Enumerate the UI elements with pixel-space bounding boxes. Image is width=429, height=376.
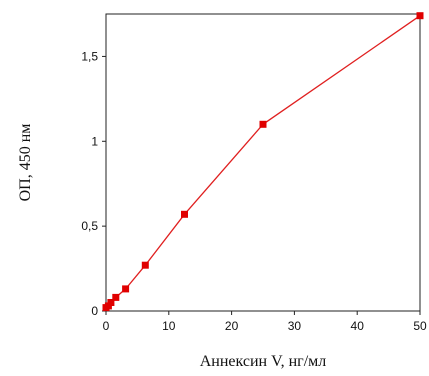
y-tick-label: 0,5 (81, 219, 98, 233)
plot-border (105, 13, 421, 312)
y-axis-ticks: 0 0,5 1 1,5 (81, 49, 106, 318)
data-point (141, 261, 149, 269)
data-point (259, 120, 267, 128)
data-point (112, 293, 120, 301)
x-tick-label: 30 (288, 319, 302, 333)
x-tick-label: 10 (162, 319, 176, 333)
x-tick-label: 50 (413, 319, 427, 333)
x-tick-label: 0 (103, 319, 110, 333)
series-layer (102, 12, 424, 312)
data-point (122, 285, 130, 293)
y-tick-label: 0 (91, 304, 98, 318)
data-point (416, 12, 424, 20)
y-tick-label: 1 (91, 134, 98, 148)
x-axis-ticks: 0 10 20 30 40 50 (103, 311, 427, 333)
y-tick-label: 1,5 (81, 49, 98, 63)
x-tick-label: 40 (351, 319, 365, 333)
plot-frame (105, 13, 421, 312)
y-axis-title: ОП, 450 нм (17, 124, 34, 202)
x-tick-label: 20 (225, 319, 239, 333)
data-point (181, 210, 188, 218)
data-point (107, 299, 115, 306)
x-axis-title: Аннексин V, нг/мл (200, 353, 327, 370)
series-line (105, 15, 421, 309)
